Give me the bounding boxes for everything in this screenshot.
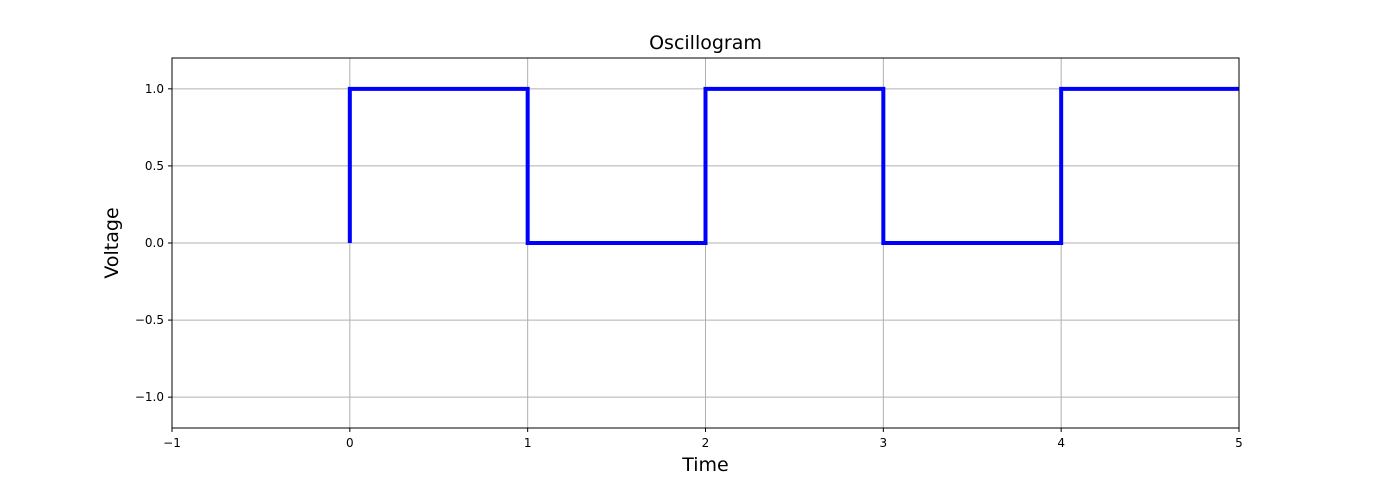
y-tick-label: −0.5	[135, 313, 164, 327]
x-tick-label: 1	[524, 436, 532, 450]
x-tick-label: 5	[1235, 436, 1243, 450]
series-layer	[347, 86, 1239, 245]
x-tick-label: −1	[163, 436, 181, 450]
x-tick-label: 4	[1057, 436, 1065, 450]
x-tick-label: 3	[880, 436, 888, 450]
y-axis-title: Voltage	[101, 207, 123, 278]
y-tick-label: 0.0	[145, 236, 164, 250]
axis-ticks: −1 0 1 2 3 4 5 −1.0 −0.5 0.0 0.5 1.0	[135, 82, 1243, 450]
x-tick-label: 2	[702, 436, 710, 450]
y-tick-label: 1.0	[145, 82, 164, 96]
x-tick-label: 0	[346, 436, 354, 450]
square-wave-line	[347, 86, 1239, 245]
x-axis-title: Time	[681, 454, 729, 476]
chart-title: Oscillogram	[649, 32, 762, 54]
y-tick-label: 0.5	[145, 159, 164, 173]
y-tick-label: −1.0	[135, 390, 164, 404]
